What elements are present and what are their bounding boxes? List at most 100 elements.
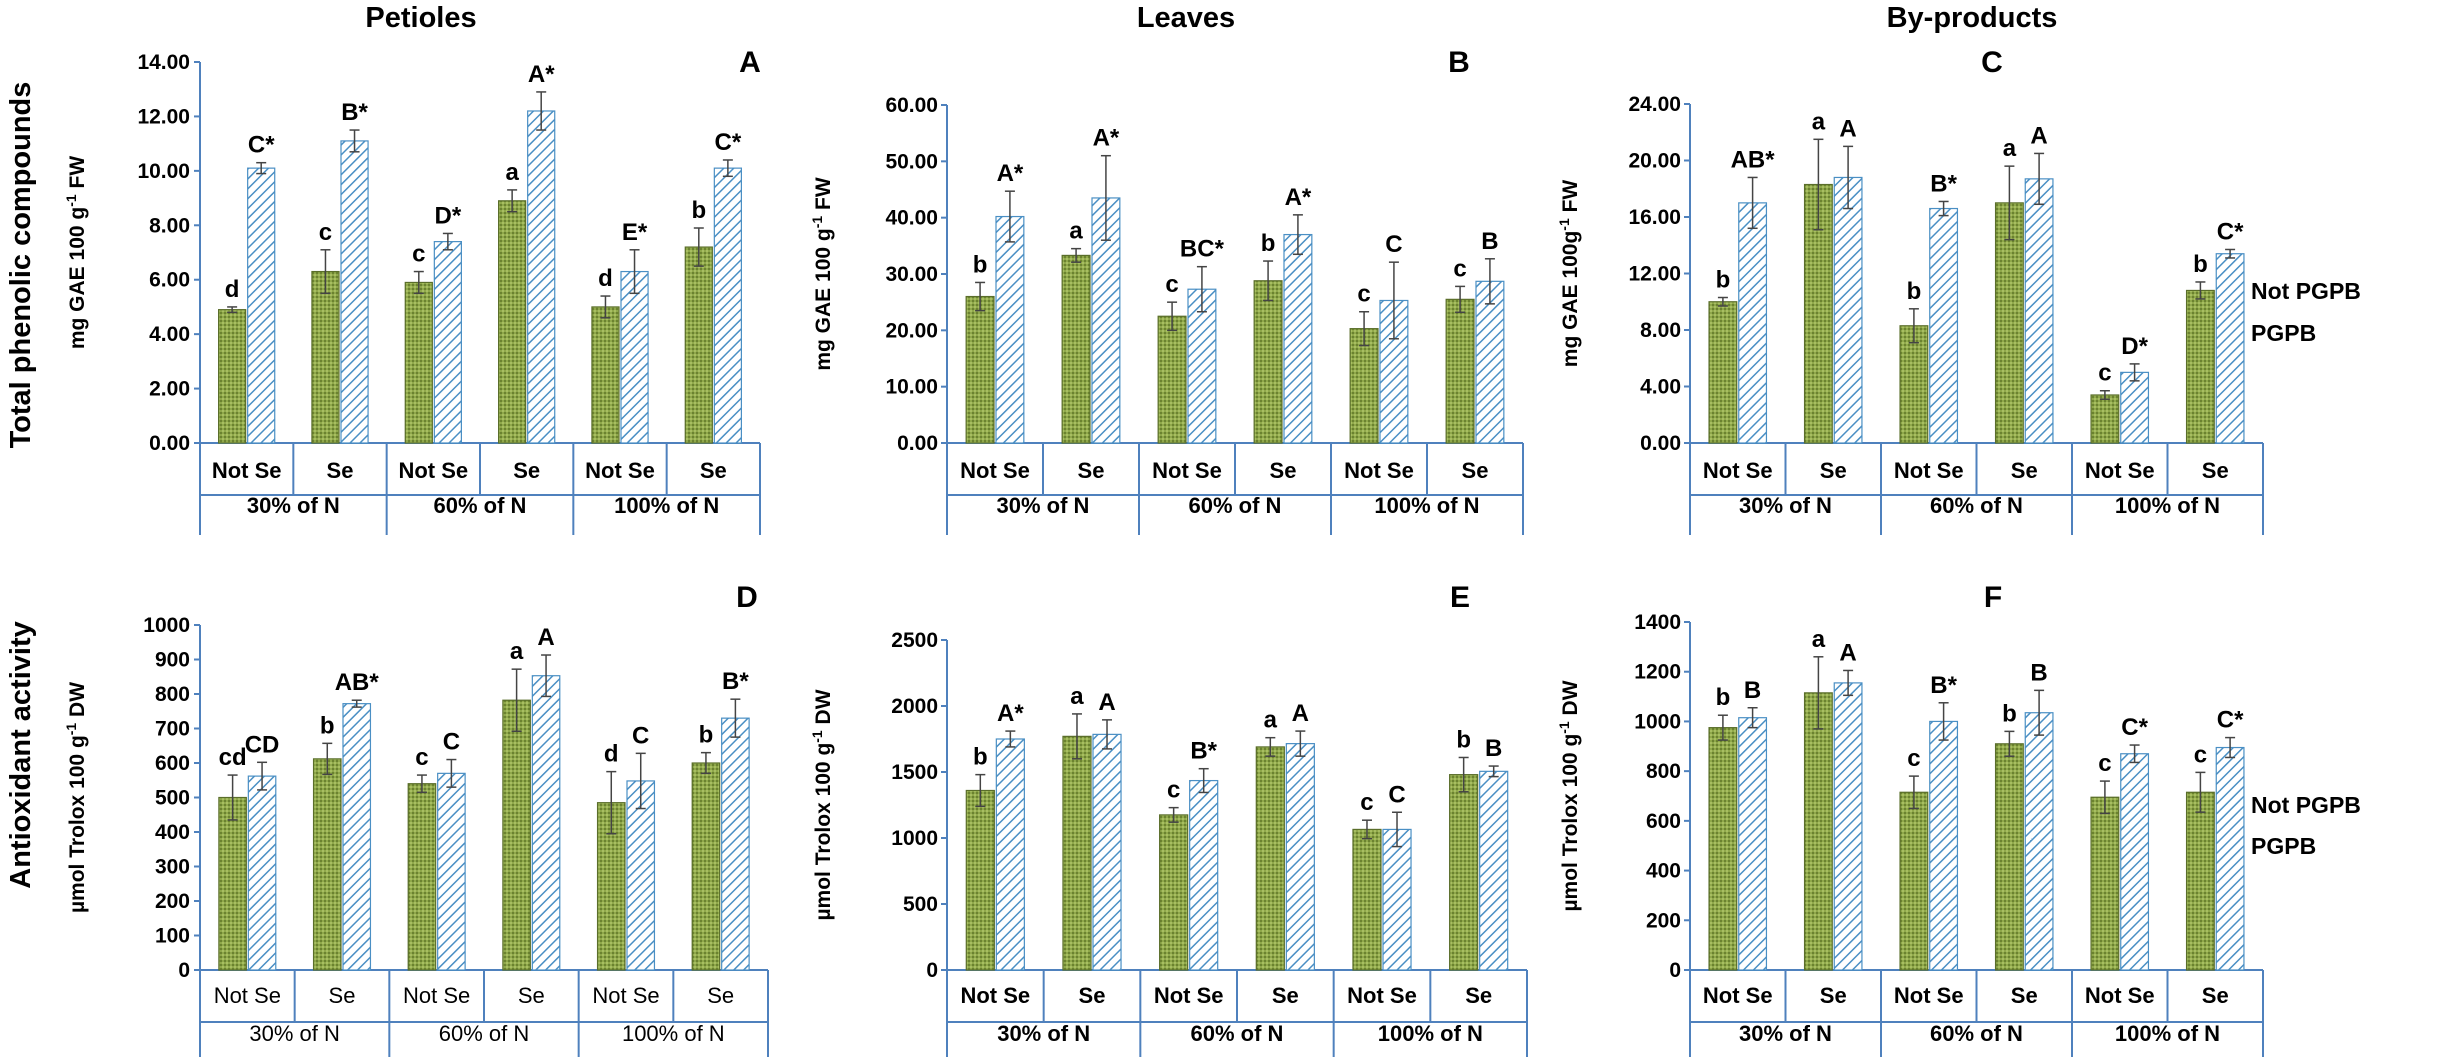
significance-label-lowercase: a: [2003, 135, 2017, 162]
bar-not-pgpb: [1899, 791, 1929, 971]
y-axis-label-main: µmol Trolox 100 g: [66, 735, 89, 913]
bar-pgpb: [2024, 178, 2054, 444]
bar-pgpb: [1929, 207, 1959, 444]
bar-not-pgpb: [1708, 727, 1738, 971]
bar-pgpb: [1479, 770, 1509, 971]
y-tick-label: 0: [178, 959, 190, 982]
significance-label-lowercase: c: [1357, 281, 1370, 308]
y-axis-label-unit: DW: [812, 689, 835, 730]
significance-label-lowercase: c: [2194, 741, 2207, 768]
x-tick-label: Not Se: [214, 983, 281, 1008]
y-axis-label-main: mg GAE 100 g: [812, 228, 835, 370]
group-label: 60% of N: [439, 1021, 530, 1046]
group-label: 100% of N: [622, 1021, 725, 1046]
x-tick-label: Not Se: [592, 983, 659, 1008]
group-label: 100% of N: [1374, 493, 1479, 518]
x-tick-label: Not Se: [1154, 983, 1224, 1008]
x-tick-label: Se: [2011, 458, 2038, 483]
legend-label-not-pgpb: Not PGPB: [2251, 278, 2361, 304]
x-tick-label: Se: [1465, 983, 1492, 1008]
bar-not-pgpb: [1159, 814, 1189, 971]
significance-label-uppercase: B: [1744, 677, 1761, 704]
significance-label-lowercase: b: [2002, 700, 2017, 727]
group-label: 100% of N: [2115, 493, 2220, 518]
bar-pgpb: [2215, 253, 2245, 444]
x-tick-label: Not Se: [1152, 458, 1222, 483]
significance-label-uppercase: B*: [1930, 170, 1957, 197]
group-label: 60% of N: [434, 493, 527, 518]
y-tick-label: 60.00: [885, 94, 938, 117]
y-axis-label-superscript: -1: [1556, 721, 1572, 734]
y-tick-label: 400: [1646, 860, 1681, 883]
row-title-antioxidant: Antioxidant activity: [5, 621, 37, 889]
y-tick-label: 10.00: [137, 160, 190, 183]
significance-label-uppercase: B: [1485, 735, 1502, 762]
bar-pgpb: [433, 241, 463, 444]
bar-pgpb: [1382, 828, 1412, 971]
x-tick-label: Not Se: [960, 458, 1030, 483]
y-axis-label-superscript: -1: [63, 723, 79, 736]
bar-not-pgpb: [1445, 298, 1475, 444]
bar-pgpb: [437, 772, 466, 971]
y-tick-label: 2000: [891, 695, 938, 718]
bar-not-pgpb: [2185, 791, 2215, 971]
significance-label-uppercase: E*: [622, 219, 648, 246]
group-label: 100% of N: [2115, 1021, 2220, 1046]
bar-not-pgpb: [1255, 746, 1285, 971]
significance-label-lowercase: d: [225, 276, 240, 303]
panel-letter: C: [1981, 46, 2003, 79]
y-axis-label: mg GAE 100 g-1 FW: [809, 177, 835, 371]
y-tick-label: 800: [155, 683, 190, 706]
y-axis-label-unit: FW: [1559, 180, 1582, 219]
significance-label-lowercase: b: [691, 197, 706, 224]
significance-label-lowercase: c: [1907, 745, 1920, 772]
bar-pgpb: [1285, 743, 1315, 971]
significance-label-lowercase: a: [510, 638, 524, 665]
significance-label-lowercase: b: [1716, 267, 1731, 294]
y-tick-label: 500: [155, 787, 190, 810]
column-title-by-products: By-products: [1887, 2, 2058, 34]
bar-pgpb: [626, 780, 656, 971]
significance-label-lowercase: b: [1261, 230, 1276, 257]
x-tick-label: Not Se: [960, 983, 1030, 1008]
y-axis-label-unit: FW: [812, 177, 835, 216]
bar-pgpb: [1189, 779, 1219, 971]
bar-not-pgpb: [312, 758, 342, 971]
significance-label-lowercase: c: [1165, 271, 1178, 298]
bar-not-pgpb: [1352, 828, 1382, 971]
significance-label-lowercase: b: [1456, 726, 1471, 753]
significance-label-uppercase: A*: [1093, 125, 1120, 152]
significance-label-lowercase: c: [319, 219, 332, 246]
x-tick-label: Se: [513, 458, 540, 483]
bar-pgpb: [995, 215, 1025, 444]
y-tick-label: 900: [155, 649, 190, 672]
group-label: 30% of N: [1739, 1021, 1832, 1046]
group-label: 30% of N: [997, 1021, 1090, 1046]
significance-label-lowercase: a: [505, 159, 519, 186]
bar-not-pgpb: [404, 281, 433, 444]
significance-label-uppercase: C*: [2217, 218, 2244, 245]
bar-pgpb: [531, 675, 561, 971]
bar-not-pgpb: [691, 762, 721, 971]
significance-label-lowercase: c: [2098, 360, 2111, 387]
bar-pgpb: [247, 167, 276, 444]
y-axis-label-unit: DW: [66, 682, 89, 723]
y-tick-label: 300: [155, 856, 190, 879]
significance-label-lowercase: b: [699, 722, 714, 749]
group-label: 30% of N: [247, 493, 340, 518]
x-tick-label: Not Se: [1894, 458, 1964, 483]
x-tick-label: Not Se: [1894, 983, 1964, 1008]
y-tick-label: 1000: [891, 827, 938, 850]
y-tick-label: 40.00: [885, 207, 938, 230]
significance-label-uppercase: A: [1839, 639, 1856, 666]
bar-not-pgpb: [965, 295, 995, 444]
x-tick-label: Se: [2011, 983, 2038, 1008]
y-tick-label: 2.00: [149, 378, 190, 401]
significance-label-lowercase: cd: [219, 744, 247, 771]
chart-panel-f: F 0 200 400 600 800 1000 1200 1400 µmol Trolox 10…: [1556, 581, 2264, 1057]
y-tick-label: 12.00: [1628, 263, 1681, 286]
x-tick-label: Not Se: [2085, 983, 2155, 1008]
x-tick-label: Not Se: [403, 983, 470, 1008]
significance-label-uppercase: C: [1385, 231, 1402, 258]
